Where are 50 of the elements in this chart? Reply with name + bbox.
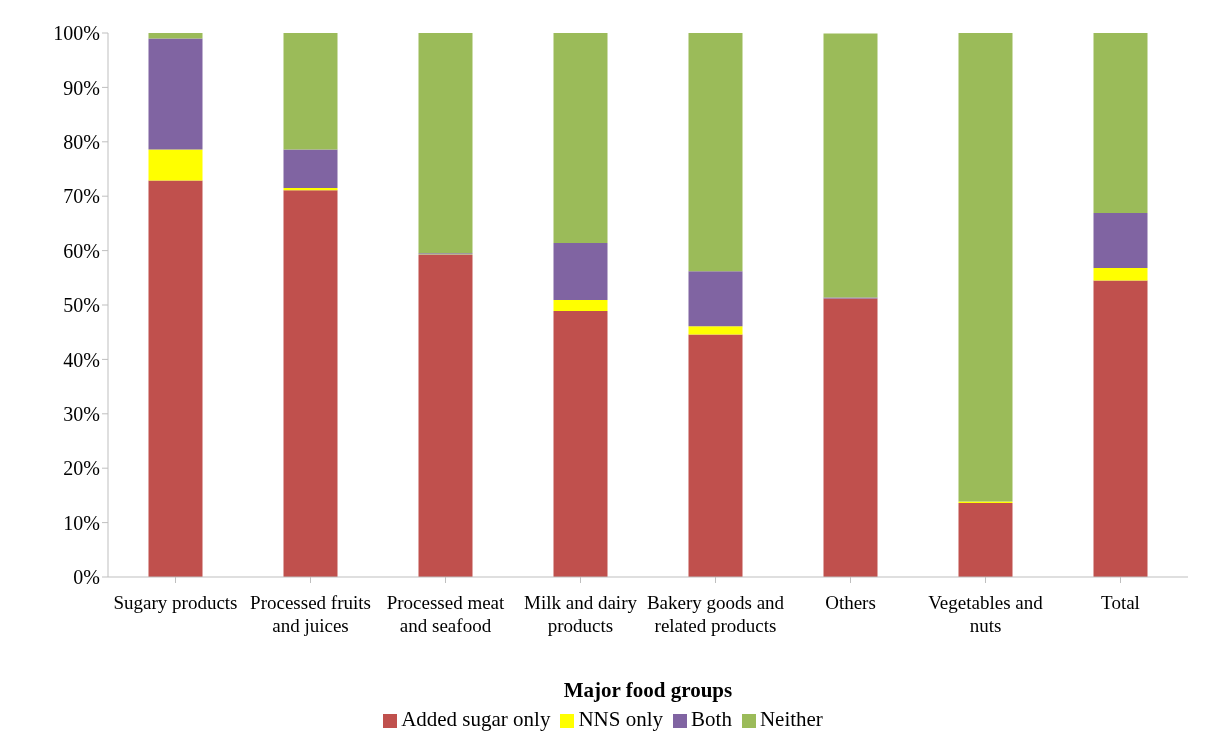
legend-label: Both: [691, 707, 732, 731]
x-tick-label: Vegetables and nuts: [928, 592, 1044, 636]
x-tick-label: Sugary products: [113, 592, 238, 613]
bar: [148, 180, 203, 577]
y-tick-label: 50%: [63, 294, 100, 317]
y-tick-label: 0%: [73, 566, 100, 589]
bar: [823, 33, 878, 298]
bar: [283, 190, 338, 577]
y-tick-label: 70%: [63, 185, 100, 208]
bar: [688, 33, 743, 272]
bar: [283, 188, 338, 191]
x-tick-label: Milk and dairy products: [524, 592, 638, 636]
bar: [553, 310, 608, 577]
x-tick-label: Processed fruits and juices: [250, 592, 371, 636]
legend-label: Added sugar only: [401, 707, 551, 731]
bar: [688, 271, 743, 327]
bar: [283, 33, 338, 150]
bar: [958, 33, 1013, 502]
bar: [418, 33, 473, 254]
bar: [148, 38, 203, 150]
x-tick-label: Processed meat and seafood: [386, 592, 506, 636]
y-tick-label: 100%: [53, 22, 100, 45]
bar: [1093, 268, 1148, 281]
x-tick-label: Total: [1101, 592, 1140, 613]
bar: [958, 503, 1013, 577]
bar: [553, 300, 608, 311]
bar: [688, 326, 743, 335]
legend-label: Neither: [759, 707, 823, 731]
bar: [688, 334, 743, 577]
bar: [1093, 213, 1148, 269]
x-tick-label: Bakery goods and related products: [646, 592, 785, 636]
y-tick-label: 30%: [63, 402, 100, 425]
y-tick-label: 60%: [63, 239, 100, 262]
legend-label: NNS only: [578, 707, 664, 731]
y-tick-label: 80%: [63, 130, 100, 153]
x-tick-label: Others: [825, 592, 876, 613]
bar: [553, 33, 608, 243]
bar: [823, 298, 878, 577]
bar: [1093, 280, 1148, 577]
bar: [283, 149, 338, 189]
y-tick-label: 90%: [63, 76, 100, 99]
bar: [148, 149, 203, 181]
y-tick-label: 20%: [63, 457, 100, 480]
bar: [1093, 33, 1148, 214]
y-tick-label: 40%: [63, 348, 100, 371]
bar: [553, 242, 608, 301]
y-tick-label: 10%: [63, 511, 100, 534]
bar: [418, 254, 473, 577]
x-axis-title: Major food groups: [563, 678, 733, 702]
bar: [148, 33, 203, 39]
